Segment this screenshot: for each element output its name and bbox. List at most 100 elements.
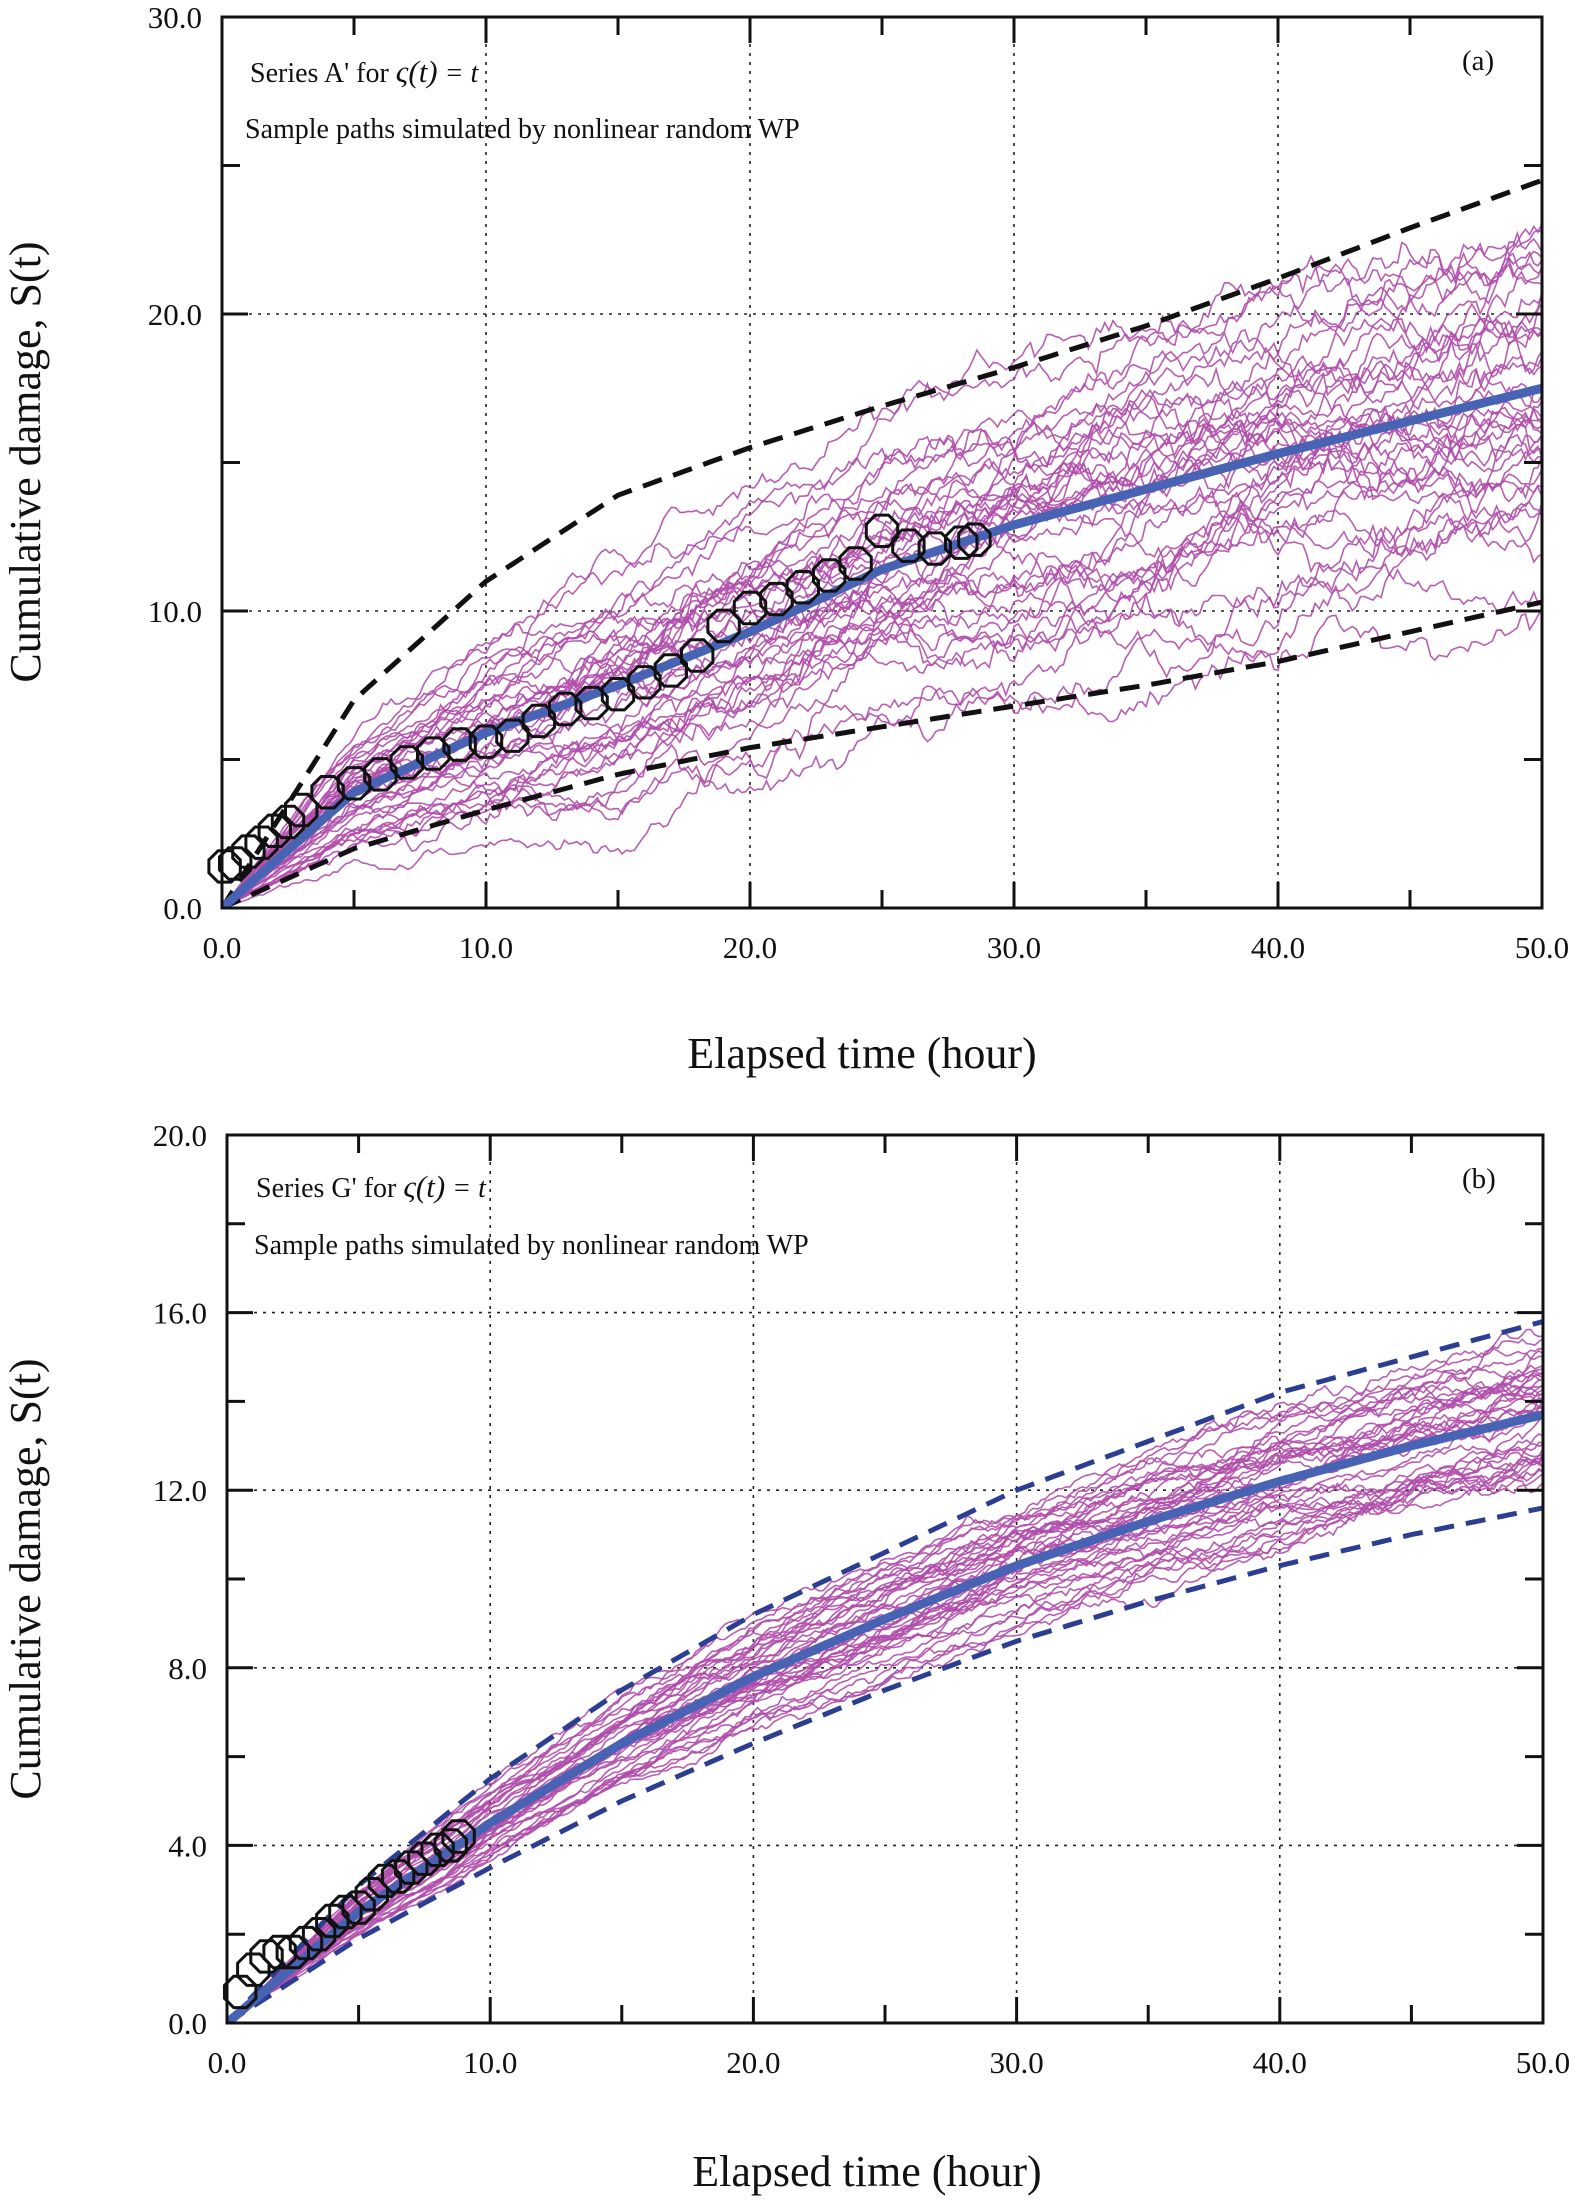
simulated-path: [222, 291, 1542, 908]
panel-a-mean-curve: [222, 383, 1542, 908]
observed-point: [207, 849, 242, 884]
observed-point: [223, 1974, 258, 2010]
panel-b-ylabel: Cumulative damage, S(t): [1, 1358, 50, 1799]
x-tick-label: 50.0: [1516, 2045, 1570, 2080]
panel-a-observed-points: [207, 513, 992, 884]
observed-point: [495, 718, 530, 753]
observed-point: [957, 522, 992, 557]
simulated-path: [227, 1451, 1543, 2023]
simulated-path: [222, 608, 1542, 908]
y-tick-label: 12.0: [153, 1473, 207, 1508]
lower-bound-line: [222, 599, 1542, 908]
observed-point: [341, 1890, 376, 1925]
panel-a-annotation-prefix: Series A' for: [250, 58, 396, 89]
observed-point: [441, 1819, 476, 1854]
panel-a-bounds: [222, 178, 1542, 908]
simulated-path: [227, 1372, 1543, 2023]
observed-point: [257, 813, 292, 848]
observed-point: [367, 1863, 403, 1899]
simulated-path: [222, 251, 1542, 908]
panel-b-annotation-line2: Sample paths simulated by nonlinear rand…: [254, 1230, 809, 1261]
observed-point: [231, 834, 266, 869]
simulated-path: [227, 1442, 1543, 2023]
simulated-path: [222, 315, 1542, 908]
simulated-path: [227, 1433, 1543, 2023]
x-tick-label: 40.0: [1251, 930, 1305, 965]
observed-point: [917, 531, 952, 566]
observed-point: [363, 757, 398, 792]
mean-curve: [222, 383, 1542, 908]
observed-point: [785, 570, 820, 605]
panel-b: 0.0 10.0 20.0 30.0 40.0 50.0 0.0 4.0 8.0 12.0 16.0…: [1, 1118, 1570, 2196]
observed-point: [627, 665, 662, 700]
observed-point: [288, 1925, 324, 1961]
panel-b-annotation-rest: = t: [445, 1173, 487, 1204]
simulated-path: [222, 411, 1542, 908]
observed-point: [468, 724, 504, 759]
simulated-path: [222, 297, 1542, 908]
observed-point: [249, 1939, 284, 1974]
observed-point: [315, 1903, 350, 1939]
simulated-path: [222, 319, 1542, 908]
panel-a-ticks: [220, 15, 1544, 910]
y-tick-label: 8.0: [168, 1651, 207, 1686]
panel-a-label: (a): [1462, 45, 1494, 77]
simulated-path: [227, 1441, 1543, 2023]
panel-b-ticks: [225, 1133, 1545, 2025]
observed-point: [680, 638, 715, 673]
y-tick-label: 4.0: [168, 1828, 207, 1863]
panel-a-annotation-line1: Series A' for ς(t) = t: [250, 54, 480, 89]
panel-b-bounds: [227, 1319, 1543, 2023]
simulated-path: [222, 407, 1542, 908]
y-tick-label: 10.0: [148, 594, 202, 629]
simulated-path: [222, 229, 1542, 908]
simulated-path: [227, 1406, 1543, 2023]
simulated-path: [227, 1456, 1543, 2023]
mean-curve: [227, 1410, 1543, 2023]
panel-b-annotation-prefix: Series G' for: [256, 1173, 403, 1204]
simulated-path: [227, 1446, 1543, 2023]
simulated-path: [222, 482, 1542, 908]
observed-point: [389, 745, 424, 780]
simulated-path: [227, 1385, 1543, 2023]
observed-point: [336, 766, 372, 801]
observed-point: [244, 825, 279, 860]
panel-a-grid: [222, 17, 1542, 908]
simulated-path: [227, 1328, 1543, 2023]
y-tick-label: 20.0: [148, 297, 202, 332]
panel-b-simulated-paths: [227, 1328, 1543, 2023]
x-tick-label: 20.0: [726, 2045, 780, 2080]
x-tick-label: 0.0: [208, 2045, 247, 2080]
simulated-path: [227, 1369, 1543, 2023]
observed-point: [270, 804, 306, 840]
simulated-path: [227, 1371, 1543, 2023]
simulated-path: [227, 1467, 1543, 2023]
observed-point: [521, 703, 556, 739]
x-tick-label: 30.0: [987, 930, 1041, 965]
simulated-path: [227, 1350, 1543, 2023]
y-tick-label: 20.0: [153, 1118, 207, 1153]
panel-b-label: (b): [1462, 1163, 1496, 1195]
y-tick-label: 0.0: [163, 891, 202, 926]
panel-a-ylabel: Cumulative damage, S(t): [1, 241, 50, 682]
observed-point: [218, 846, 253, 881]
simulated-path: [227, 1454, 1543, 2023]
observed-point: [407, 1841, 442, 1876]
observed-point: [433, 1828, 468, 1863]
simulated-path: [222, 248, 1542, 908]
panel-b-annotation-func: ς(t): [403, 1169, 445, 1204]
observed-point: [944, 525, 979, 560]
x-tick-label: 0.0: [203, 930, 242, 965]
y-tick-label: 0.0: [168, 2006, 207, 2041]
observed-point: [812, 558, 847, 593]
simulated-path: [222, 411, 1542, 908]
observed-point: [301, 1917, 337, 1952]
upper-bound-line: [227, 1319, 1543, 2023]
x-tick-label: 10.0: [463, 2045, 517, 2080]
simulated-path: [222, 418, 1542, 908]
panel-a-tick-labels: 0.0 10.0 20.0 30.0 40.0 50.0 0.0 10.0 20.0 30.0: [148, 0, 1569, 965]
simulated-path: [222, 330, 1542, 908]
simulated-path: [222, 454, 1542, 908]
observed-point: [310, 775, 345, 810]
